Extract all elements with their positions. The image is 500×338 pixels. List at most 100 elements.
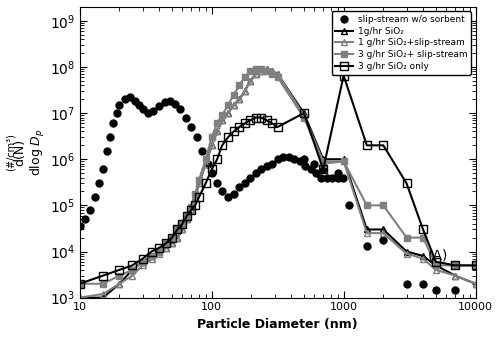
1g/hr SiO₂ [188,208,194,212]
1g/hr SiO₂ [264,67,270,71]
3 g/hr SiO₂+ slip-stream [163,241,169,245]
3 g/hr SiO₂ only [340,74,346,78]
3 g/hr SiO₂ only [180,222,186,226]
1 g/hr SiO₂+slip-stream [236,97,242,101]
3 g/hr SiO₂+ slip-stream [202,157,208,161]
1g/hr SiO₂ [208,143,214,147]
3 g/hr SiO₂+ slip-stream [208,135,214,139]
1g/hr SiO₂ [180,227,186,232]
3 g/hr SiO₂ only [208,167,214,171]
1g/hr SiO₂ [140,260,145,264]
slip-stream w/o sorbent [334,171,340,175]
3 g/hr SiO₂ only [433,260,439,264]
1g/hr SiO₂ [301,111,307,115]
1g/hr SiO₂ [100,296,106,300]
3 g/hr SiO₂+ slip-stream [269,72,275,76]
3 g/hr SiO₂ only [214,157,220,161]
1 g/hr SiO₂+slip-stream [320,159,326,163]
1 g/hr SiO₂+slip-stream [404,251,409,256]
3 g/hr SiO₂ only [100,273,106,277]
3 g/hr SiO₂ only [320,167,326,171]
slip-stream w/o sorbent [208,171,214,175]
1 g/hr SiO₂+slip-stream [242,89,248,93]
1 g/hr SiO₂+slip-stream [264,67,270,71]
3 g/hr SiO₂+ slip-stream [420,236,426,240]
3 g/hr SiO₂+ slip-stream [169,236,175,240]
3 g/hr SiO₂ only [192,203,198,208]
3 g/hr SiO₂ only [301,111,307,115]
1g/hr SiO₂ [472,282,478,286]
1 g/hr SiO₂+slip-stream [188,208,194,212]
3 g/hr SiO₂ only [231,129,237,134]
3 g/hr SiO₂ only [163,241,169,245]
3 g/hr SiO₂+ slip-stream [214,121,220,125]
1 g/hr SiO₂+slip-stream [196,181,202,185]
1g/hr SiO₂ [340,157,346,161]
1 g/hr SiO₂+slip-stream [420,257,426,261]
Legend: slip-stream w/o sorbent, 1g/hr SiO₂, 1 g/hr SiO₂+slip-stream, 3 g/hr SiO₂+ slip-: slip-stream w/o sorbent, 1g/hr SiO₂, 1 g… [332,11,471,74]
3 g/hr SiO₂ only [258,116,264,120]
3 g/hr SiO₂+ slip-stream [231,93,237,97]
X-axis label: Particle Diameter (nm): Particle Diameter (nm) [198,318,358,331]
1g/hr SiO₂ [269,69,275,73]
Line: 3 g/hr SiO₂ only: 3 g/hr SiO₂ only [76,71,479,288]
1g/hr SiO₂ [274,72,280,76]
1g/hr SiO₂ [156,249,162,254]
3 g/hr SiO₂+ slip-stream [174,227,180,232]
Line: slip-stream w/o sorbent: slip-stream w/o sorbent [76,94,479,338]
3 g/hr SiO₂ only [130,263,136,267]
3 g/hr SiO₂ only [140,257,145,261]
1 g/hr SiO₂+slip-stream [192,195,198,199]
3 g/hr SiO₂ only [236,125,242,129]
3 g/hr SiO₂+ slip-stream [148,254,154,258]
3 g/hr SiO₂ only [452,263,458,267]
3 g/hr SiO₂ only [77,282,83,286]
1g/hr SiO₂ [258,69,264,73]
1 g/hr SiO₂+slip-stream [116,282,122,286]
3 g/hr SiO₂+ slip-stream [364,203,370,208]
3 g/hr SiO₂ only [274,125,280,129]
1 g/hr SiO₂+slip-stream [340,159,346,163]
1g/hr SiO₂ [130,268,136,272]
1 g/hr SiO₂+slip-stream [156,251,162,256]
1 g/hr SiO₂+slip-stream [169,241,175,245]
3 g/hr SiO₂ only [364,143,370,147]
3 g/hr SiO₂+ slip-stream [140,260,145,264]
1 g/hr SiO₂+slip-stream [180,227,186,232]
1 g/hr SiO₂+slip-stream [208,143,214,147]
1g/hr SiO₂ [184,217,190,221]
1 g/hr SiO₂+slip-stream [247,79,253,83]
1 g/hr SiO₂+slip-stream [140,263,145,267]
3 g/hr SiO₂ only [264,118,270,122]
1g/hr SiO₂ [148,254,154,258]
1g/hr SiO₂ [77,296,83,300]
1g/hr SiO₂ [174,236,180,240]
3 g/hr SiO₂+ slip-stream [192,192,198,196]
3 g/hr SiO₂+ slip-stream [253,67,259,71]
Line: 1g/hr SiO₂: 1g/hr SiO₂ [76,66,479,301]
1 g/hr SiO₂+slip-stream [148,257,154,261]
1 g/hr SiO₂+slip-stream [452,273,458,277]
3 g/hr SiO₂ only [404,181,409,185]
1g/hr SiO₂ [364,227,370,232]
1g/hr SiO₂ [169,241,175,245]
3 g/hr SiO₂ only [420,227,426,232]
3 g/hr SiO₂ only [219,143,225,147]
1g/hr SiO₂ [202,162,208,166]
3 g/hr SiO₂+ slip-stream [77,282,83,286]
3 g/hr SiO₂+ slip-stream [258,67,264,71]
3 g/hr SiO₂ only [242,121,248,125]
3 g/hr SiO₂ only [202,181,208,185]
1 g/hr SiO₂+slip-stream [214,129,220,134]
Text: (A): (A) [428,249,448,263]
slip-stream w/o sorbent [127,95,133,99]
3 g/hr SiO₂+ slip-stream [340,159,346,163]
3 g/hr SiO₂ only [380,143,386,147]
1g/hr SiO₂ [242,89,248,93]
1 g/hr SiO₂+slip-stream [269,69,275,73]
1 g/hr SiO₂+slip-stream [174,236,180,240]
3 g/hr SiO₂+ slip-stream [184,214,190,218]
3 g/hr SiO₂+ slip-stream [404,236,409,240]
3 g/hr SiO₂ only [269,121,275,125]
3 g/hr SiO₂ only [169,236,175,240]
